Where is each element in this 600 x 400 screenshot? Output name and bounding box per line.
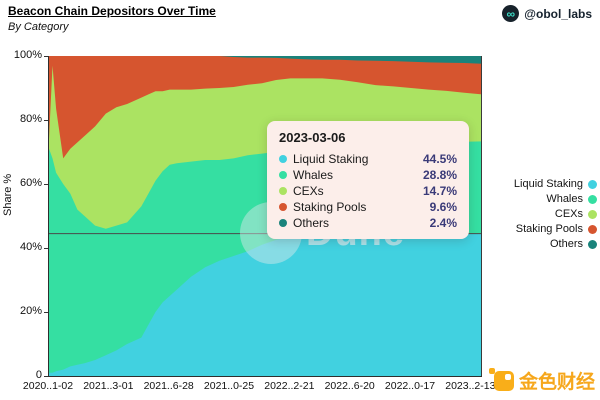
obol-infinity-icon: ∞	[502, 5, 520, 22]
legend-item-cexs[interactable]: CEXs	[514, 208, 597, 220]
legend-item-others[interactable]: Others	[514, 238, 597, 250]
y-tick-mark	[44, 120, 48, 121]
tooltip-label: Liquid Staking	[293, 152, 369, 166]
tooltip-dot-icon	[279, 171, 287, 179]
y-tick-label: 20%	[19, 305, 42, 317]
chart-legend: Liquid Staking Whales CEXs Staking Pools Oth…	[514, 178, 597, 250]
tooltip-row-cexs: CEXs 14.7%	[279, 183, 457, 199]
y-tick-mark	[44, 184, 48, 185]
y-tick-mark	[44, 56, 48, 57]
y-tick-label: 100%	[13, 49, 42, 61]
jinse-logo-icon	[488, 367, 514, 391]
legend-label: Whales	[546, 193, 583, 205]
tooltip-row-others: Others 2.4%	[279, 215, 457, 231]
y-tick-label: 80%	[19, 113, 42, 125]
y-tick-mark	[44, 312, 48, 313]
tooltip-row-staking-pools: Staking Pools 9.6%	[279, 199, 457, 215]
tooltip-label: Staking Pools	[293, 200, 367, 214]
legend-item-liquid-staking[interactable]: Liquid Staking	[514, 178, 597, 190]
tooltip-dot-icon	[279, 155, 287, 163]
legend-label: CEXs	[554, 208, 583, 220]
y-tick-mark	[44, 376, 48, 377]
tooltip-value: 28.8%	[422, 168, 457, 182]
tooltip-value: 2.4%	[429, 216, 457, 230]
y-tick-label: 40%	[19, 241, 42, 253]
tooltip-row-liquid-staking: Liquid Staking 44.5%	[279, 151, 457, 167]
tooltip-label: CEXs	[293, 184, 324, 198]
author-badge: ∞ @obol_labs	[502, 5, 592, 22]
x-tick-label: 2022..6-20	[324, 380, 375, 392]
legend-dot-icon	[588, 224, 597, 234]
x-tick-label: 2021..0-25	[203, 380, 255, 392]
legend-item-whales[interactable]: Whales	[514, 193, 597, 205]
tooltip-label: Others	[293, 216, 330, 230]
tooltip-dot-icon	[279, 219, 287, 227]
y-tick-label: 60%	[19, 177, 42, 189]
legend-dot-icon	[588, 209, 597, 219]
tooltip-date: 2023-03-06	[279, 130, 346, 145]
area-liquid-staking	[49, 233, 482, 376]
y-tick-label: 0	[35, 369, 42, 381]
tooltip-row-whales: Whales 28.8%	[279, 167, 457, 183]
legend-dot-icon	[588, 179, 597, 189]
site-watermark-text: 金色财经	[518, 372, 595, 393]
x-tick-label: 2020..1-02	[22, 380, 74, 392]
tooltip-value: 14.7%	[422, 184, 457, 198]
x-tick-label: 2021..3-01	[83, 380, 134, 392]
legend-label: Staking Pools	[515, 223, 583, 235]
legend-label: Others	[549, 238, 583, 250]
chart-title[interactable]: Beacon Chain Depositors Over Time	[8, 4, 216, 18]
x-tick-label: 2022..2-21	[264, 380, 315, 392]
legend-label: Liquid Staking	[513, 178, 583, 190]
y-tick-mark	[44, 248, 48, 249]
tooltip-value: 44.5%	[422, 152, 457, 166]
x-tick-label: 2023..2-13	[445, 380, 496, 392]
tooltip-dot-icon	[279, 203, 287, 211]
site-watermark: 金色财经	[488, 367, 595, 394]
tooltip-rows: Liquid Staking 44.5% Whales 28.8% CEXs 14.7% S…	[279, 151, 457, 231]
legend-dot-icon	[588, 194, 597, 204]
x-tick-label: 2022..0-17	[384, 380, 436, 392]
x-tick-label: 2021..6-28	[143, 380, 194, 392]
chart-tooltip: 2023-03-06 Liquid Staking 44.5% Whales 28.8…	[267, 121, 469, 239]
legend-item-staking-pools[interactable]: Staking Pools	[514, 223, 597, 235]
author-handle: @obol_labs	[524, 6, 592, 21]
legend-dot-icon	[588, 239, 597, 249]
chart-subtitle: By Category	[8, 21, 69, 33]
tooltip-value: 9.6%	[429, 200, 457, 214]
tooltip-label: Whales	[293, 168, 334, 182]
tooltip-dot-icon	[279, 187, 287, 195]
